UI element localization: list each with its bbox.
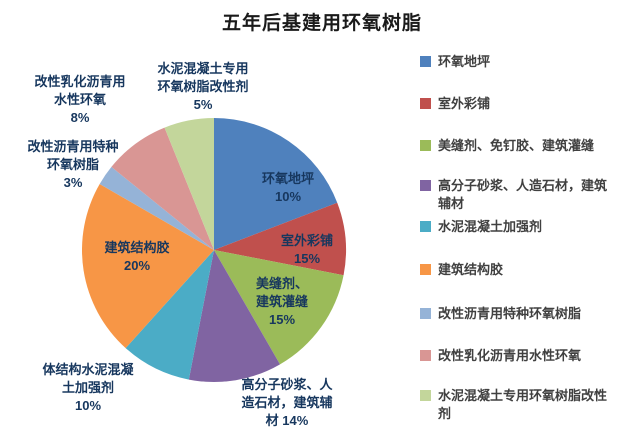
slice-label-gaixingji: 水泥混凝土专用环氧树脂改性剂 5% <box>157 60 249 114</box>
legend-swatch <box>420 180 431 191</box>
legend-item: 环氧地坪 <box>420 53 614 71</box>
slice-label-text: 水泥混凝土专用环氧树脂改性剂 <box>157 61 249 94</box>
legend-swatch <box>420 308 431 319</box>
slice-label-pct: 15% <box>268 312 296 327</box>
slice-label-gaofenzi: 高分子砂浆、人造石材，建筑辅材 14% <box>241 376 333 430</box>
legend-item: 改性乳化沥青用水性环氧 <box>420 347 614 365</box>
slice-label-pct: 3% <box>63 175 83 190</box>
chart-title: 五年后基建用环氧树脂 <box>221 12 422 34</box>
legend-swatch <box>420 350 431 361</box>
slice-label-tezhonghuanyang: 改性沥青用特种环氧树脂 3% <box>27 138 119 192</box>
slice-label-shiwaicaipu: 室外彩铺 15% <box>272 232 342 268</box>
legend-label: 建筑结构胶 <box>438 262 504 277</box>
pie-slice-8 <box>164 118 214 250</box>
legend-item: 室外彩铺 <box>420 95 614 113</box>
slice-label-meifengji: 美缝剂、建筑灌缝 15% <box>255 275 309 329</box>
legend-label: 改性乳化沥青用水性环氧 <box>438 348 582 363</box>
legend-label: 改性沥青用特种环氧树脂 <box>438 306 582 321</box>
slice-label-jiaqiangji: 体结构水泥混凝土加强剂 10% <box>42 361 134 415</box>
slice-label-pct: 10% <box>74 398 102 413</box>
pie-slice-4 <box>125 250 214 380</box>
slice-label-pct: 5% <box>193 97 213 112</box>
slice-label-text: 建筑结构胶 <box>104 240 170 255</box>
slice-label-pct: 15% <box>293 251 321 266</box>
legend-swatch <box>420 140 431 151</box>
legend-label: 高分子砂浆、人造石材，建筑辅材 <box>438 178 608 211</box>
pie-slice-2 <box>214 250 344 365</box>
legend-item: 水泥混凝土专用环氧树脂改性剂 <box>420 387 614 423</box>
legend-label: 水泥混凝土专用环氧树脂改性剂 <box>438 388 608 421</box>
slice-label-text: 室外彩铺 <box>280 233 333 248</box>
legend-label: 室外彩铺 <box>438 96 491 111</box>
slice-label-text: 美缝剂、建筑灌缝 <box>255 276 308 309</box>
legend-swatch <box>420 264 431 275</box>
legend-swatch <box>420 390 431 401</box>
legend-item: 改性沥青用特种环氧树脂 <box>420 305 614 323</box>
slice-label-pct: 8% <box>70 110 90 125</box>
legend-item: 美缝剂、免钉胶、建筑灌缝 <box>420 137 614 155</box>
legend-item: 高分子砂浆、人造石材，建筑辅材 <box>420 177 614 213</box>
pie-slice-5 <box>81 184 215 349</box>
pie-slice-1 <box>214 202 346 276</box>
slice-label-shuixinghuanyang: 改性乳化沥青用水性环氧 8% <box>34 73 126 127</box>
pie-slice-7 <box>111 127 214 250</box>
slice-label-pct: 10% <box>274 189 302 204</box>
slice-label-jiegoujiao: 建筑结构胶 20% <box>102 239 172 275</box>
legend-swatch <box>420 221 431 232</box>
pie-slice-3 <box>188 250 280 382</box>
legend-label: 美缝剂、免钉胶、建筑灌缝 <box>438 138 595 153</box>
pie-slice-6 <box>99 166 214 250</box>
pie-slice-0 <box>214 118 338 250</box>
slice-label-text: 体结构水泥混凝土加强剂 <box>42 362 134 395</box>
slice-label-pct: 14% <box>282 413 309 428</box>
slice-label-pct: 20% <box>123 258 151 273</box>
slice-label-huanyangdiping: 环氧地坪 10% <box>253 170 323 206</box>
slice-label-text: 改性乳化沥青用水性环氧 <box>34 74 126 107</box>
slice-label-text: 改性沥青用特种环氧树脂 <box>27 139 119 172</box>
legend-swatch <box>420 56 431 67</box>
legend-label: 水泥混凝土加强剂 <box>438 219 543 234</box>
legend-swatch <box>420 98 431 109</box>
legend-item: 建筑结构胶 <box>420 261 614 279</box>
slice-label-text: 高分子砂浆、人造石材，建筑辅材 <box>241 377 333 428</box>
legend-item: 水泥混凝土加强剂 <box>420 218 614 236</box>
legend-label: 环氧地坪 <box>438 54 491 69</box>
slice-label-text: 环氧地坪 <box>261 171 314 186</box>
